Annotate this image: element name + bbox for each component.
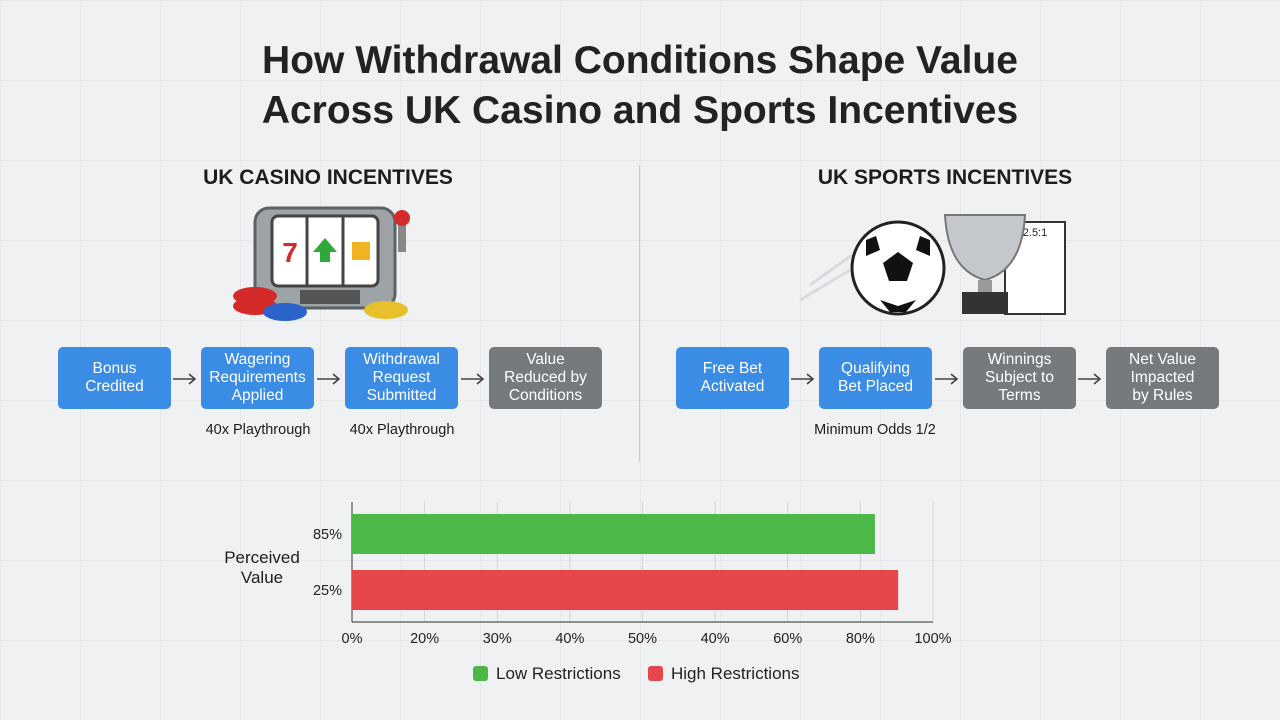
illustrations: 7 2.5:1	[173, 206, 1102, 385]
odds-card: 2.5:1	[1023, 227, 1047, 239]
flow-step: Bonus Credited	[58, 347, 171, 409]
legend-label: High Restrictions	[671, 664, 800, 683]
flow-step: Qualifying Bet Placed	[819, 347, 932, 409]
x-tick-label: 0%	[342, 631, 363, 647]
step-note: 40x Playthrough	[205, 422, 311, 438]
chart: 0% 20% 30% 40% 50% 40% 60% 80% 100% 85% 25% Low Res…	[313, 502, 952, 683]
legend-swatch	[473, 666, 488, 681]
y-tick-label: 25%	[313, 583, 342, 599]
x-tick-label: 60%	[773, 631, 802, 647]
x-tick-label: 40%	[555, 631, 584, 647]
x-tick-label: 20%	[410, 631, 439, 647]
slot-machine: 7	[233, 206, 410, 321]
casino-heading: UK CASINO INCENTIVES	[203, 166, 453, 189]
flow-step: Winnings Subject to Terms	[963, 347, 1076, 409]
sports-heading: UK SPORTS INCENTIVES	[817, 166, 1073, 189]
step-note: 40x Playthrough	[349, 422, 455, 438]
flow-step: Free Bet Activated	[676, 347, 789, 409]
legend-label: Low Restrictions	[496, 664, 621, 683]
divider	[639, 165, 640, 462]
sports-illustration: 2.5:1	[799, 214, 1066, 316]
flow-step: Net Value Impacted by Rules	[1106, 347, 1219, 409]
flow-step: Wagering Requirements Applied	[201, 347, 314, 409]
x-tick-label: 80%	[846, 631, 875, 647]
x-tick-label: 40%	[701, 631, 730, 647]
flow-step: Value Reduced by Conditions	[489, 347, 602, 409]
step-note: Minimum Odds 1/2	[814, 422, 936, 438]
bar	[352, 514, 875, 554]
title: How Withdrawal Conditions Shape Value Ac…	[261, 39, 1019, 132]
arrows	[173, 373, 1102, 385]
y-axis-label: Perceived Value	[224, 548, 300, 587]
flow-step: Withdrawal Request Submitted	[345, 347, 458, 409]
bar	[352, 570, 899, 610]
y-tick-label: 85%	[313, 527, 342, 543]
legend-swatch	[648, 666, 663, 681]
svg-text:7: 7	[282, 237, 298, 268]
x-tick-label: 50%	[628, 631, 657, 647]
x-tick-label: 100%	[914, 631, 951, 647]
x-tick-label: 30%	[483, 631, 512, 647]
